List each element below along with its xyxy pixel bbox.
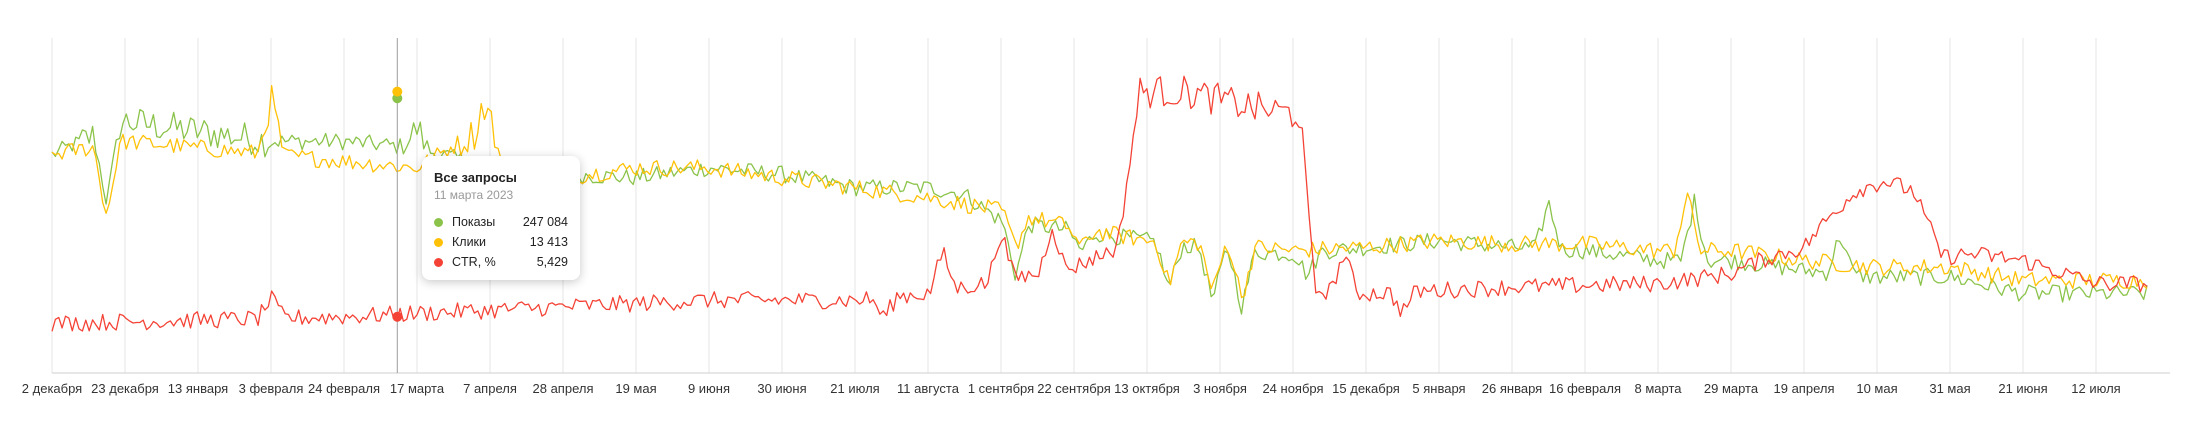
shows-legend-dot xyxy=(434,217,443,227)
clicks-series-line xyxy=(51,84,2148,299)
x-tick-label: 19 апреля xyxy=(1774,381,1835,396)
x-tick-label: 16 февраля xyxy=(1549,381,1621,396)
x-tick-label: 7 апреля xyxy=(463,381,517,396)
ctr-series-line xyxy=(51,75,2148,332)
tooltip-row-ctr: CTR, % 5,429 xyxy=(434,252,568,272)
x-tick-label: 13 января xyxy=(168,381,228,396)
hover-point-clicks xyxy=(392,86,403,97)
x-tick-label: 3 февраля xyxy=(239,381,304,396)
x-tick-label: 15 декабря xyxy=(1332,381,1400,396)
ctr-legend-dot xyxy=(434,257,443,267)
tooltip-label-ctr: CTR, % xyxy=(452,255,496,269)
x-tick-label: 26 января xyxy=(1482,381,1542,396)
x-tick-label: 31 мая xyxy=(1929,381,1970,396)
x-tick-label: 22 сентября xyxy=(1037,381,1111,396)
x-tick-label: 12 июля xyxy=(2071,381,2120,396)
clicks-legend-dot xyxy=(434,237,443,247)
hover-crosshair xyxy=(392,38,403,373)
x-tick-label: 13 октября xyxy=(1114,381,1180,396)
tooltip-date: 11 марта 2023 xyxy=(434,188,514,202)
x-tick-label: 5 января xyxy=(1412,381,1465,396)
x-tick-label: 17 марта xyxy=(390,381,445,396)
x-tick-label: 10 мая xyxy=(1856,381,1897,396)
x-tick-label: 30 июня xyxy=(757,381,806,396)
x-tick-label: 9 июня xyxy=(688,381,730,396)
x-tick-label: 19 мая xyxy=(615,381,656,396)
x-tick-label: 29 марта xyxy=(1704,381,1759,396)
grid-lines xyxy=(51,38,2170,374)
x-tick-label: 21 июня xyxy=(1998,381,2047,396)
chart-tooltip: Все запросы 11 марта 2023 Показы 247 084… xyxy=(422,156,580,280)
x-tick-label: 24 ноября xyxy=(1262,381,1323,396)
x-tick-label: 1 сентября xyxy=(968,381,1034,396)
tooltip-row-clicks: Клики 13 413 xyxy=(434,232,568,252)
x-tick-label: 8 марта xyxy=(1635,381,1683,396)
x-tick-label: 24 февраля xyxy=(308,381,380,396)
tooltip-label-clicks: Клики xyxy=(452,235,487,249)
x-tick-label: 23 декабря xyxy=(91,381,159,396)
tooltip-value-ctr: 5,429 xyxy=(536,255,568,269)
x-tick-label: 3 ноября xyxy=(1193,381,1247,396)
x-tick-label: 28 апреля xyxy=(533,381,594,396)
shows-series-line xyxy=(51,108,2148,315)
tooltip-value-clicks: 13 413 xyxy=(529,235,568,249)
x-tick-label: 21 июля xyxy=(830,381,879,396)
series-lines xyxy=(51,75,2148,332)
tooltip-label-shows: Показы xyxy=(452,215,496,229)
x-axis: 2 декабря 23 декабря 13 января 3 февраля 24 … xyxy=(22,381,2121,396)
tooltip-row-shows: Показы 247 084 xyxy=(434,212,568,232)
hover-point-ctr xyxy=(392,311,403,322)
x-tick-label: 2 декабря xyxy=(22,381,82,396)
tooltip-title: Все запросы xyxy=(434,170,517,185)
x-tick-label: 11 августа xyxy=(897,381,960,396)
tooltip-value-shows: 247 084 xyxy=(522,215,568,229)
